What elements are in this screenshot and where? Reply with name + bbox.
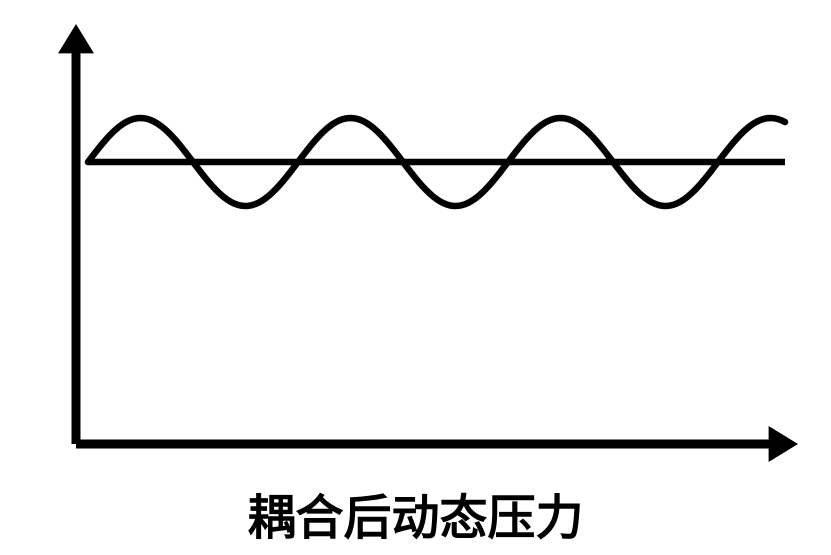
chart-caption: 耦合后动态压力 — [0, 478, 831, 548]
chart-container: 耦合后动态压力 — [0, 0, 831, 555]
y-axis-arrow — [58, 24, 94, 53]
x-axis-arrow — [769, 426, 798, 462]
chart-svg — [0, 0, 831, 555]
